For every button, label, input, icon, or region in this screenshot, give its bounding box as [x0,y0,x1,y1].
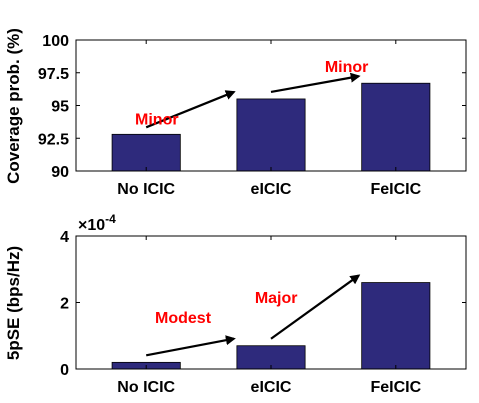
5pse-chart: 0 2 4 No ICIC eICIC FeICIC Modest Major 5pSE … [4,212,467,396]
coverage-bar-3 [361,82,431,172]
coverage-chart: 90 92.5 95 97.5 100 No ICIC eICIC FeICIC Minor… [4,28,467,198]
5pse-xtick-label: FeICIC [370,379,421,396]
5pse-y-axis-label: 5pSE (bps/Hz) [4,246,23,360]
5pse-exponent-label: ×10-4 [78,212,116,234]
coverage-annotation-arrow-1 [145,90,236,129]
5pse-xticks: No ICIC eICIC FeICIC [117,236,422,396]
5pse-ytick-label: 0 [60,362,69,379]
5pse-annotation-label-2: Major [255,290,298,307]
5pse-annotation-arrow-2 [270,274,361,340]
coverage-xtick-label: FeICIC [370,181,421,198]
coverage-bar-1 [111,133,181,172]
5pse-yticks: 0 2 4 [60,229,466,379]
coverage-xtick-label: No ICIC [117,181,175,198]
coverage-xtick-label: eICIC [251,181,292,198]
coverage-ytick-label: 92.5 [38,131,69,148]
coverage-annotations: Minor Minor [135,59,368,129]
5pse-annotation-label-1: Modest [155,310,212,327]
5pse-exponent-base: ×10 [78,217,105,234]
5pse-annotation-arrow-1 [145,335,236,357]
5pse-exponent-power: -4 [105,212,116,226]
5pse-annotations: Modest Major [145,274,361,357]
coverage-ytick-label: 97.5 [38,66,69,83]
coverage-annotation-label-1: Minor [135,112,179,129]
coverage-annotation-label-2: Minor [325,59,369,76]
5pse-ytick-label: 2 [60,296,69,313]
5pse-xtick-label: No ICIC [117,379,175,396]
coverage-bars [111,82,431,172]
5pse-bar-3 [361,282,431,370]
coverage-ytick-label: 90 [51,164,69,181]
5pse-xtick-label: eICIC [251,379,292,396]
coverage-y-axis-label: Coverage prob. (%) [4,28,23,184]
coverage-yticks: 90 92.5 95 97.5 100 [38,33,466,181]
coverage-ytick-label: 95 [51,99,69,116]
coverage-ytick-label: 100 [42,33,69,50]
coverage-annotation-arrow-2 [270,72,361,94]
coverage-bar-2 [236,98,306,172]
5pse-ytick-label: 4 [60,229,69,246]
coverage-xticks: No ICIC eICIC FeICIC [117,40,422,198]
